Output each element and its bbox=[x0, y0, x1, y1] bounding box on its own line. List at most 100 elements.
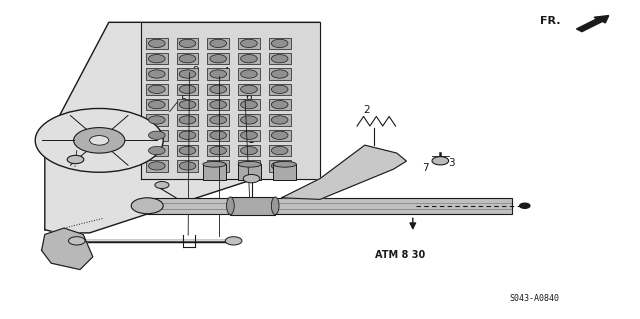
Circle shape bbox=[90, 136, 109, 145]
Text: 2: 2 bbox=[363, 105, 369, 115]
Circle shape bbox=[148, 131, 165, 139]
Polygon shape bbox=[282, 145, 406, 199]
Bar bbox=[238, 99, 260, 110]
Bar bbox=[269, 114, 291, 126]
Bar bbox=[238, 114, 260, 126]
Circle shape bbox=[148, 85, 165, 93]
Circle shape bbox=[271, 39, 288, 48]
Ellipse shape bbox=[271, 197, 279, 215]
Bar bbox=[177, 84, 198, 95]
FancyArrow shape bbox=[577, 16, 609, 32]
Bar bbox=[147, 198, 512, 214]
Bar bbox=[207, 114, 229, 126]
Circle shape bbox=[210, 131, 227, 139]
Circle shape bbox=[271, 55, 288, 63]
Circle shape bbox=[179, 116, 196, 124]
Bar bbox=[177, 114, 198, 126]
Bar bbox=[146, 38, 168, 49]
Circle shape bbox=[243, 174, 260, 183]
Bar bbox=[238, 53, 260, 64]
Bar bbox=[177, 68, 198, 80]
Circle shape bbox=[179, 55, 196, 63]
Bar bbox=[146, 145, 168, 156]
Circle shape bbox=[210, 85, 227, 93]
Circle shape bbox=[179, 39, 196, 48]
Bar bbox=[207, 130, 229, 141]
Bar bbox=[269, 130, 291, 141]
Text: ATM 8 30: ATM 8 30 bbox=[375, 250, 425, 260]
Bar bbox=[177, 160, 198, 172]
Ellipse shape bbox=[203, 161, 226, 167]
Circle shape bbox=[271, 85, 288, 93]
Bar bbox=[146, 160, 168, 172]
Bar bbox=[177, 38, 198, 49]
Bar bbox=[238, 68, 260, 80]
Bar bbox=[146, 53, 168, 64]
Circle shape bbox=[148, 162, 165, 170]
Bar bbox=[207, 68, 229, 80]
Circle shape bbox=[67, 155, 84, 164]
Bar bbox=[238, 145, 260, 156]
Bar bbox=[238, 38, 260, 49]
Text: 3: 3 bbox=[448, 158, 454, 168]
Bar bbox=[207, 99, 229, 110]
Ellipse shape bbox=[273, 161, 296, 167]
Circle shape bbox=[179, 162, 196, 170]
Circle shape bbox=[179, 85, 196, 93]
Circle shape bbox=[271, 70, 288, 78]
Circle shape bbox=[271, 131, 288, 139]
Circle shape bbox=[241, 100, 257, 109]
Circle shape bbox=[35, 108, 163, 172]
Circle shape bbox=[271, 116, 288, 124]
Bar bbox=[207, 84, 229, 95]
Bar bbox=[177, 53, 198, 64]
Circle shape bbox=[210, 146, 227, 155]
Bar bbox=[273, 164, 296, 180]
Circle shape bbox=[432, 157, 449, 165]
Circle shape bbox=[148, 146, 165, 155]
Text: 4: 4 bbox=[222, 67, 228, 77]
Circle shape bbox=[148, 100, 165, 109]
Bar bbox=[207, 160, 229, 172]
Text: 5: 5 bbox=[180, 95, 187, 106]
Text: 8: 8 bbox=[74, 143, 80, 153]
Circle shape bbox=[210, 162, 227, 170]
Bar bbox=[207, 38, 229, 49]
Bar bbox=[269, 53, 291, 64]
Circle shape bbox=[241, 162, 257, 170]
Bar bbox=[269, 68, 291, 80]
Bar bbox=[146, 99, 168, 110]
Circle shape bbox=[148, 55, 165, 63]
Bar bbox=[269, 99, 291, 110]
Text: 9: 9 bbox=[192, 66, 198, 76]
Circle shape bbox=[148, 39, 165, 48]
Circle shape bbox=[68, 237, 85, 245]
Circle shape bbox=[148, 70, 165, 78]
Text: 6: 6 bbox=[245, 92, 252, 102]
Circle shape bbox=[131, 198, 163, 214]
Bar bbox=[269, 145, 291, 156]
Circle shape bbox=[241, 85, 257, 93]
Bar bbox=[238, 84, 260, 95]
Circle shape bbox=[179, 146, 196, 155]
Polygon shape bbox=[141, 22, 320, 179]
Ellipse shape bbox=[238, 161, 261, 167]
Polygon shape bbox=[42, 228, 93, 270]
Bar bbox=[146, 114, 168, 126]
Polygon shape bbox=[45, 22, 320, 233]
Text: S043-A0840: S043-A0840 bbox=[509, 294, 559, 303]
Circle shape bbox=[241, 146, 257, 155]
Ellipse shape bbox=[227, 197, 234, 215]
Circle shape bbox=[271, 162, 288, 170]
Circle shape bbox=[210, 70, 227, 78]
Bar bbox=[230, 197, 275, 215]
Circle shape bbox=[210, 39, 227, 48]
Text: FR.: FR. bbox=[540, 16, 561, 26]
Bar bbox=[177, 99, 198, 110]
Circle shape bbox=[148, 116, 165, 124]
Bar bbox=[146, 84, 168, 95]
Bar bbox=[269, 38, 291, 49]
Bar bbox=[146, 130, 168, 141]
Circle shape bbox=[271, 100, 288, 109]
Circle shape bbox=[74, 128, 125, 153]
